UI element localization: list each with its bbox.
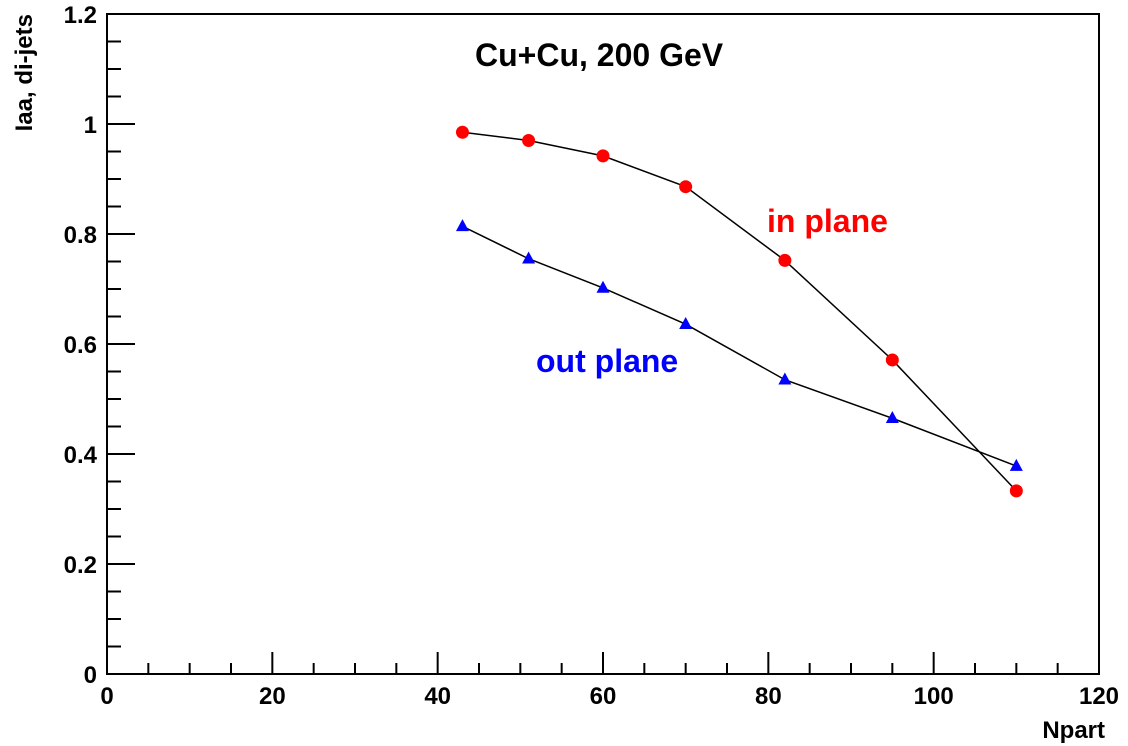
x-tick-label: 100 <box>914 683 954 710</box>
data-point-in-plane <box>522 134 536 147</box>
x-tick-label: 120 <box>1079 683 1119 710</box>
axes: 0 20 40 60 80 100 120 0 0.2 0.4 0.6 0.8 1 1.2 <box>64 2 1119 710</box>
data-point-out-plane <box>1009 458 1023 471</box>
y-tick-label: 0.4 <box>64 442 98 469</box>
y-tick-label: 0.2 <box>64 552 97 579</box>
y-axis-title: Iaa, di-jets <box>11 14 38 131</box>
x-tick-label: 40 <box>424 683 451 710</box>
y-tick-label: 0 <box>84 662 97 689</box>
x-tick-label: 80 <box>755 683 782 710</box>
labels-layer: Cu+Cu, 200 GeV Npart Iaa, di-jets in pla… <box>11 14 1105 744</box>
data-point-out-plane <box>455 219 469 232</box>
series-label-in-plane: in plane <box>767 203 888 239</box>
data-point-out-plane <box>522 251 536 264</box>
data-point-in-plane <box>778 253 792 267</box>
series-label-out-plane: out plane <box>536 343 678 379</box>
data-point-in-plane <box>596 149 610 163</box>
y-tick-label: 0.6 <box>64 332 97 359</box>
x-axis-title: Npart <box>1042 717 1105 744</box>
data-point-out-plane <box>679 317 693 329</box>
series-layer <box>455 125 1023 498</box>
data-point-in-plane <box>679 180 693 194</box>
y-tick-label: 1 <box>84 112 97 139</box>
x-tick-label: 0 <box>100 683 113 710</box>
data-point-out-plane <box>596 280 610 293</box>
x-tick-label: 60 <box>590 683 617 710</box>
data-point-in-plane <box>885 353 899 367</box>
y-tick-label: 1.2 <box>64 2 97 29</box>
x-tick-label: 20 <box>259 683 286 710</box>
data-point-out-plane <box>778 372 792 385</box>
chart-title: Cu+Cu, 200 GeV <box>475 37 724 73</box>
data-point-out-plane <box>885 411 899 424</box>
data-point-in-plane <box>455 125 469 139</box>
y-tick-label: 0.8 <box>64 222 97 249</box>
data-point-in-plane <box>1009 484 1023 498</box>
